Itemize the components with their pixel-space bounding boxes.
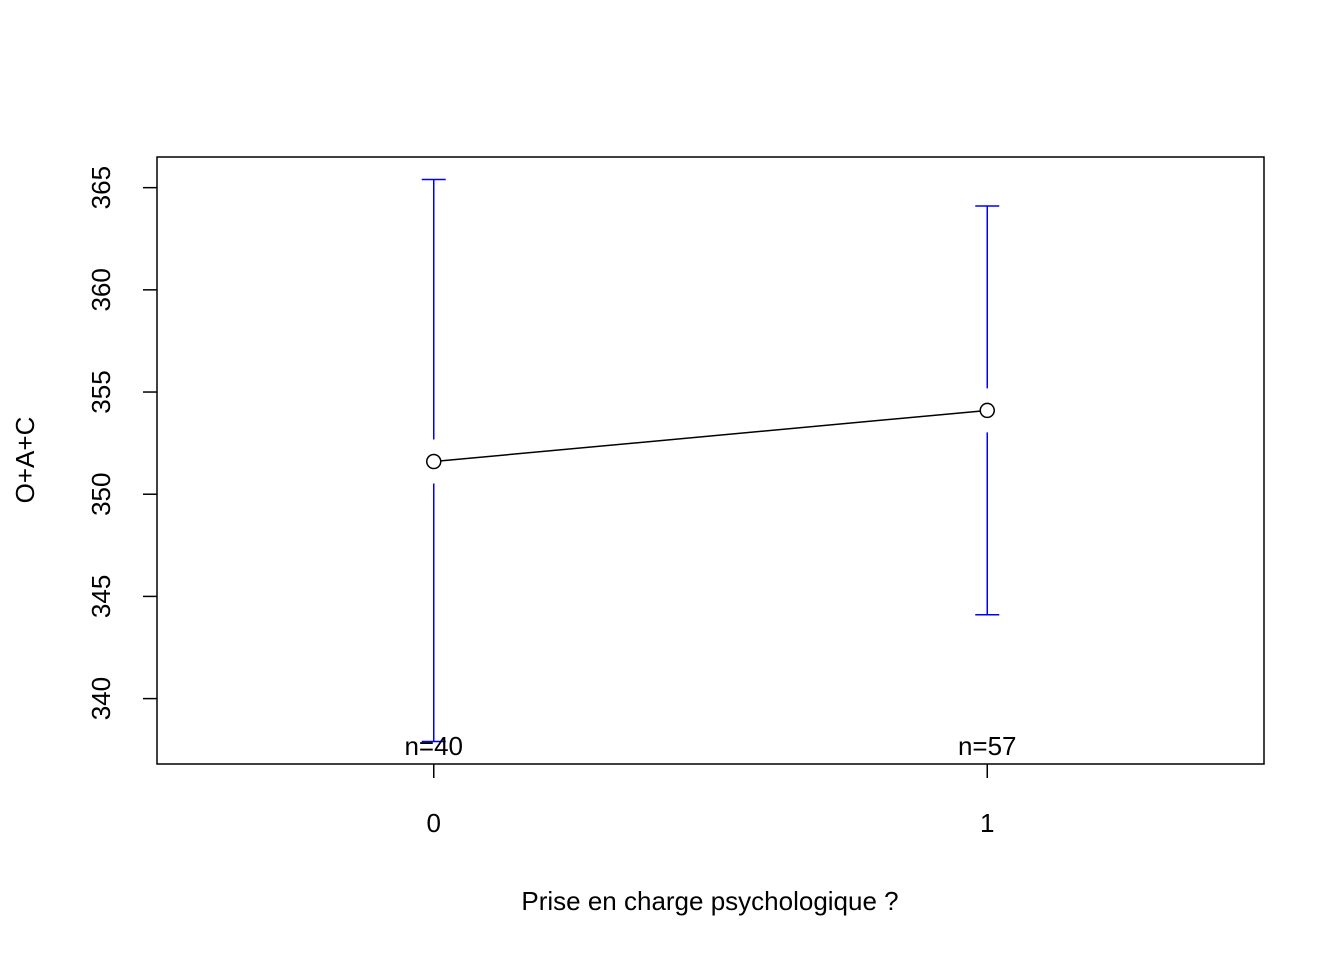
plot-frame [156, 156, 1265, 765]
n-label-1: n=57 [958, 731, 1017, 761]
error-bars [421, 178, 1000, 743]
y-tick-label-360: 360 [86, 268, 116, 311]
n-label-0: n=40 [404, 731, 463, 761]
y-tick-label-345: 345 [86, 575, 116, 618]
mean-point-0 [426, 453, 442, 470]
x-tick-label-0: 0 [427, 808, 441, 838]
y-tick-label-365: 365 [86, 166, 116, 209]
mean-line-segment-0 [440, 410, 981, 462]
mean-point-1 [979, 402, 995, 419]
y-axis: 340 345 350 355 360 365 [86, 166, 157, 720]
series-line [426, 402, 995, 470]
n-labels: n=40 n=57 [404, 731, 1016, 761]
x-axis-title: Prise en charge psychologique ? [521, 886, 898, 916]
y-tick-label-355: 355 [86, 370, 116, 413]
y-axis-title: O+A+C [10, 417, 40, 504]
y-tick-label-340: 340 [86, 677, 116, 720]
x-tick-label-1: 1 [980, 808, 994, 838]
y-tick-label-350: 350 [86, 473, 116, 516]
